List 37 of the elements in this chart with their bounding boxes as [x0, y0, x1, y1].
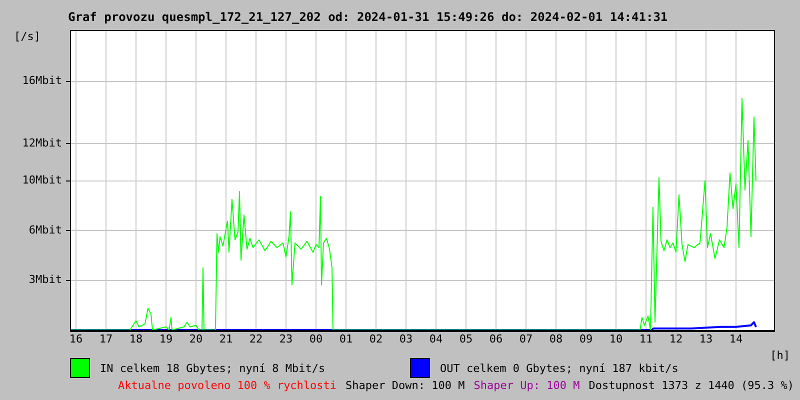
- y-tick-label: 3Mbit: [28, 273, 62, 286]
- x-tick-label: 06: [489, 332, 503, 346]
- x-tick-label: 07: [519, 332, 533, 346]
- x-tick-label: 23: [279, 332, 293, 346]
- y-axis-title: [/s]: [14, 30, 40, 43]
- legend-label: IN celkem 18 Gbytes; nyní 8 Mbit/s: [100, 362, 326, 374]
- x-tick-label: 01: [339, 332, 353, 346]
- text: Dostupnost 1373 z 1440 (95.3 %): [588, 379, 794, 392]
- x-tick-label: 09: [579, 332, 593, 346]
- chart-title: Graf provozu quesmpl_172_21_127_202 od: 2024-01-31 15:49:26 do: 2024-02-01 14:41:31: [68, 10, 668, 24]
- x-tick-label: 02: [369, 332, 383, 346]
- x-tick-label: 00: [309, 332, 323, 346]
- y-tick-label: 12Mbit: [22, 136, 62, 150]
- text: Aktualne povoleno 100 % rychlosti: [118, 379, 337, 392]
- x-tick-label: 22: [249, 332, 263, 346]
- x-tick-label: 14: [729, 332, 743, 346]
- text: Shaper Up: 100 M: [474, 379, 580, 392]
- x-tick-label: 08: [549, 332, 563, 346]
- text: Shaper Down: 100 M: [346, 379, 465, 392]
- x-tick-label: 11: [639, 332, 653, 346]
- x-tick-label: 13: [699, 332, 713, 346]
- x-tick-label: 18: [129, 332, 143, 346]
- y-tick-label: 6Mbit: [28, 223, 62, 236]
- legend-label: OUT celkem 0 Gbytes; nyní 187 kbit/s: [440, 362, 678, 374]
- y-tick-label: 16Mbit: [22, 74, 62, 88]
- x-tick-label: 21: [219, 332, 233, 346]
- x-tick-label: 05: [459, 332, 473, 346]
- x-tick-label: 12: [669, 332, 683, 346]
- x-axis-title: [h]: [770, 348, 790, 362]
- x-tick-label: 20: [189, 332, 203, 346]
- x-tick-label: 16: [69, 332, 83, 346]
- x-tick-label: 10: [609, 332, 623, 346]
- x-tick-label: 03: [399, 332, 413, 346]
- x-tick-label: 17: [99, 332, 113, 346]
- x-tick-label: 19: [159, 332, 173, 346]
- x-tick-label: 04: [429, 332, 443, 346]
- y-tick-label: 10Mbit: [22, 174, 62, 187]
